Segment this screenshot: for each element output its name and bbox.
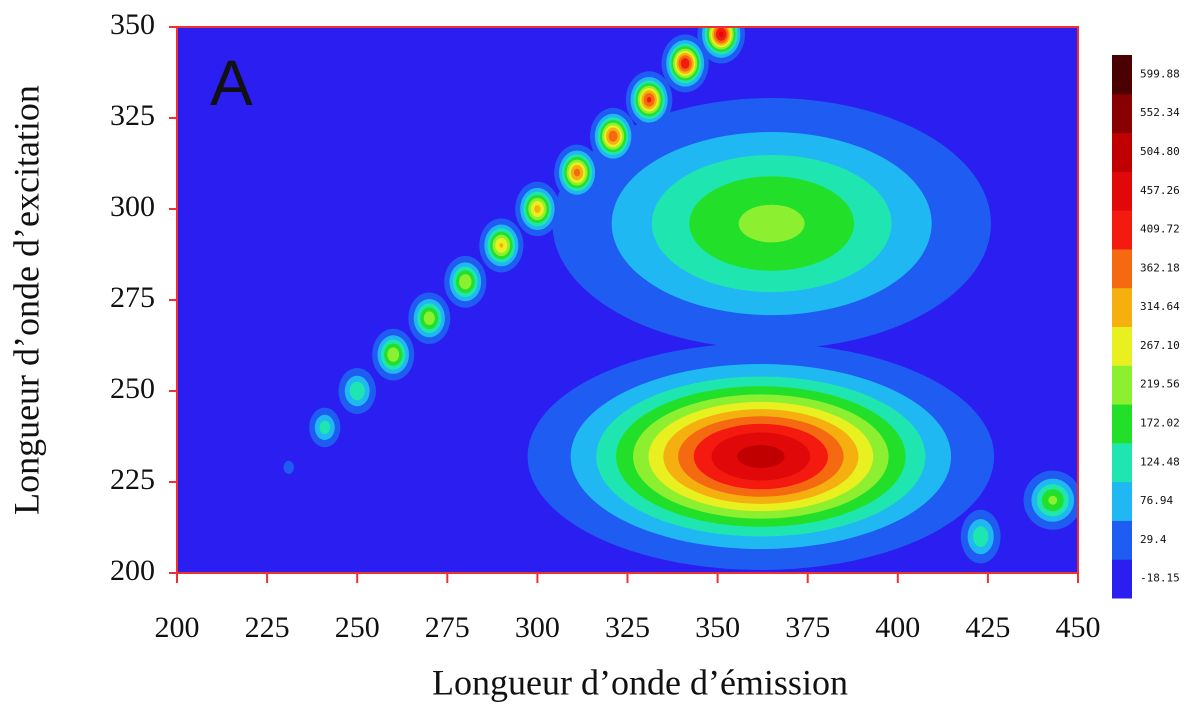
x-tick-label: 400 xyxy=(875,611,920,644)
contour-ring xyxy=(738,204,805,243)
contour-ring xyxy=(423,311,435,325)
x-tick-label: 275 xyxy=(425,611,470,644)
contour-ring xyxy=(349,381,365,401)
colorbar-label: 599.88 xyxy=(1140,67,1180,80)
colorbar-swatch xyxy=(1112,481,1132,521)
colorbar-label: 76.94 xyxy=(1140,494,1173,507)
contour-layer xyxy=(283,27,1078,570)
colorbar-swatch xyxy=(1112,404,1132,444)
colorbar-swatch xyxy=(1112,171,1132,211)
colorbar-swatch xyxy=(1112,326,1132,366)
colorbar-label: 172.02 xyxy=(1140,416,1180,429)
contour-ring xyxy=(534,205,541,213)
y-tick-label: 250 xyxy=(110,372,155,405)
contour-ring xyxy=(499,243,504,248)
x-tick-label: 350 xyxy=(695,611,740,644)
colorbar-swatch xyxy=(1112,248,1132,289)
contour-ring xyxy=(718,31,724,38)
colorbar-label: 29.4 xyxy=(1140,533,1167,546)
contour-ring xyxy=(283,460,294,474)
x-tick-label: 325 xyxy=(605,611,650,644)
colorbar-swatch xyxy=(1112,55,1132,95)
contour-ring xyxy=(459,274,472,290)
y-tick-label: 300 xyxy=(110,190,155,223)
colorbar-label: 124.48 xyxy=(1140,455,1180,468)
x-axis-label: Longueur d’onde d’émission xyxy=(432,662,848,702)
colorbar-swatch xyxy=(1112,287,1132,327)
colorbar-label: -18.15 xyxy=(1140,572,1180,585)
contour-ring xyxy=(1048,495,1058,505)
contour-ring xyxy=(737,444,785,469)
colorbar-label: 457.26 xyxy=(1140,184,1180,197)
x-tick-label: 225 xyxy=(245,611,290,644)
x-tick-label: 425 xyxy=(965,611,1010,644)
colorbar-swatch xyxy=(1112,210,1132,250)
contour-ring xyxy=(973,526,989,547)
panel-label: A xyxy=(210,47,253,119)
colorbar-swatch xyxy=(1112,442,1132,483)
colorbar-label: 219.56 xyxy=(1140,378,1180,391)
y-axis-label: Longueur d’onde d’excitation xyxy=(6,85,46,515)
contour-ring xyxy=(387,347,400,362)
colorbar-label: 409.72 xyxy=(1140,223,1180,236)
colorbar-label: 504.80 xyxy=(1140,145,1180,158)
contour-ring xyxy=(608,130,618,142)
x-tick-label: 200 xyxy=(155,611,200,644)
x-tick-label: 300 xyxy=(515,611,560,644)
colorbar-label: 552.34 xyxy=(1140,106,1180,119)
contour-ring xyxy=(319,420,331,435)
colorbar-swatch xyxy=(1112,132,1132,172)
colorbar-swatch xyxy=(1112,93,1132,134)
colorbar-label: 314.64 xyxy=(1140,300,1180,313)
colorbar-swatch xyxy=(1112,559,1132,599)
contour-ring xyxy=(680,58,690,69)
y-tick-label: 200 xyxy=(110,554,155,587)
colorbar-swatch xyxy=(1112,520,1132,560)
colorbar-label: 362.18 xyxy=(1140,261,1180,274)
y-tick-label: 325 xyxy=(110,99,155,132)
x-tick-label: 375 xyxy=(785,611,830,644)
x-tick-label: 450 xyxy=(1056,611,1101,644)
x-tick-label: 250 xyxy=(335,611,380,644)
contour-ring xyxy=(573,168,581,177)
y-tick-label: 225 xyxy=(110,463,155,496)
contour-ring xyxy=(646,97,652,103)
colorbar-swatch xyxy=(1112,365,1132,405)
y-tick-label: 275 xyxy=(110,281,155,314)
y-tick-label: 350 xyxy=(110,8,155,41)
colorbar-label: 267.10 xyxy=(1140,339,1180,352)
